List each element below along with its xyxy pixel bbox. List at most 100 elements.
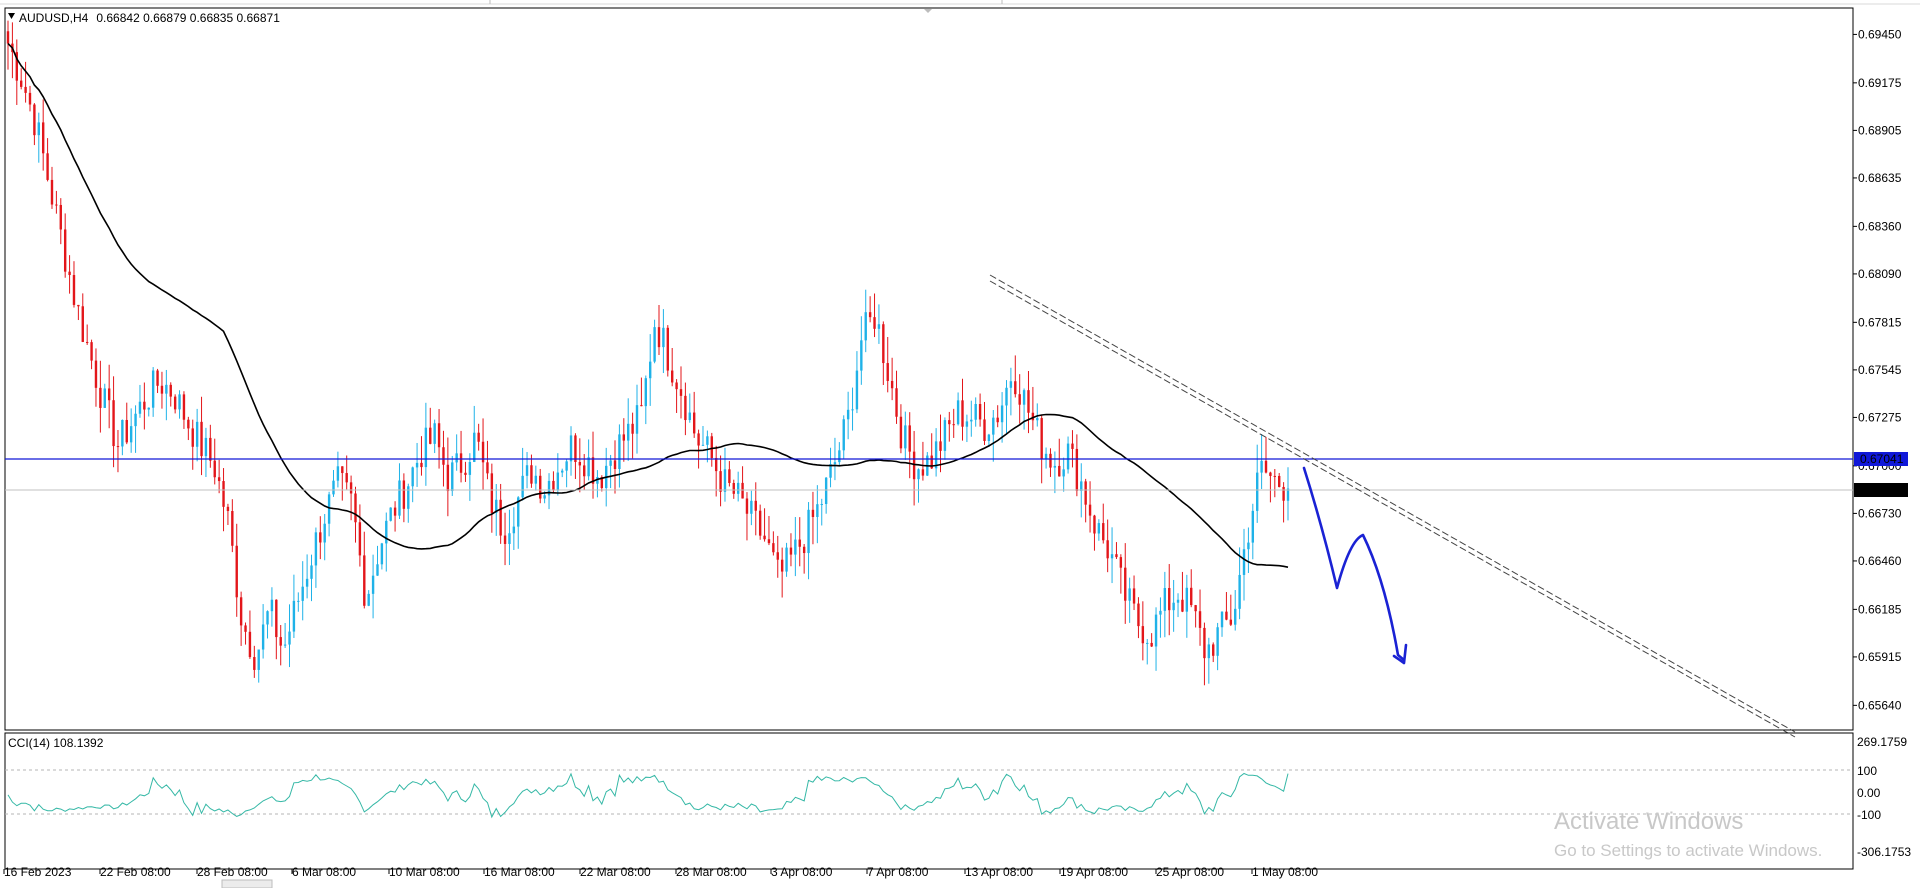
candle xyxy=(1229,594,1233,627)
candle xyxy=(85,324,89,345)
time-tick-label: 16 Mar 08:00 xyxy=(484,865,555,879)
price-tick-label: 0.67545 xyxy=(1858,363,1902,377)
candle xyxy=(1014,355,1017,398)
candle xyxy=(376,545,379,576)
candle xyxy=(758,504,762,540)
candle xyxy=(640,377,643,407)
candle xyxy=(288,604,291,668)
candle xyxy=(1203,622,1206,686)
candle xyxy=(868,296,872,323)
candle xyxy=(222,468,225,532)
candle xyxy=(1286,467,1290,521)
candle xyxy=(948,411,951,442)
candle xyxy=(930,433,933,470)
candle xyxy=(1009,367,1013,416)
scroll-tab[interactable] xyxy=(221,879,273,888)
cci-level-minus100: -100 xyxy=(1857,808,1881,822)
candle xyxy=(473,405,476,463)
time-tick-label: 7 Apr 08:00 xyxy=(867,865,929,879)
candle xyxy=(1146,638,1149,665)
candle xyxy=(824,477,828,514)
time-tick-label: 16 Feb 2023 xyxy=(4,865,72,879)
candle xyxy=(310,554,313,602)
candle xyxy=(1040,415,1043,484)
cci-level-max: 269.1759 xyxy=(1857,735,1907,749)
candle xyxy=(1058,438,1061,477)
moving-average-layer xyxy=(7,43,1289,568)
candle xyxy=(904,411,907,460)
candle xyxy=(534,465,538,491)
candle xyxy=(732,479,735,499)
candle xyxy=(204,427,208,478)
candle xyxy=(1190,569,1193,608)
candle xyxy=(1234,590,1237,631)
candle xyxy=(103,383,106,409)
hline-price-tag xyxy=(1854,452,1908,466)
candle xyxy=(81,293,84,343)
candle xyxy=(635,384,639,454)
candle xyxy=(706,430,709,463)
candle xyxy=(1115,542,1118,559)
candle xyxy=(1102,503,1105,544)
candle xyxy=(147,407,150,417)
candle xyxy=(1075,434,1079,497)
price-tick-label: 0.68090 xyxy=(1858,267,1902,281)
candle xyxy=(860,316,863,385)
candle xyxy=(55,190,58,214)
candle xyxy=(200,396,203,476)
candle xyxy=(1242,528,1246,601)
candle xyxy=(248,610,252,659)
price-tick-label: 0.69450 xyxy=(1858,27,1902,41)
candle xyxy=(499,483,502,544)
candle xyxy=(495,484,498,536)
candle xyxy=(525,452,529,489)
candle xyxy=(358,504,362,567)
candle xyxy=(1260,434,1263,489)
price-axis[interactable]: 0.69450 0.69175 0.68905 0.68635 0.68360 0.680… xyxy=(1853,27,1902,712)
candle xyxy=(1036,403,1039,427)
candle xyxy=(692,391,696,438)
candle xyxy=(670,348,674,387)
candle xyxy=(772,531,775,556)
candle xyxy=(99,360,102,433)
time-tick-label: 28 Feb 08:00 xyxy=(197,865,268,879)
candle xyxy=(270,587,274,627)
time-axis[interactable]: 16 Feb 2023 22 Feb 08:00 28 Feb 08:00 6 Mar… xyxy=(3,865,1318,888)
candle xyxy=(1154,607,1158,671)
candle xyxy=(1000,392,1004,443)
candle xyxy=(411,466,414,503)
candle xyxy=(965,414,969,443)
candle xyxy=(464,461,467,482)
candle xyxy=(121,419,124,456)
cci-pane[interactable] xyxy=(4,732,1854,870)
dropdown-triangle-icon[interactable] xyxy=(8,13,15,19)
candle xyxy=(1093,514,1096,551)
candle xyxy=(451,455,454,496)
candle xyxy=(332,469,335,497)
candle xyxy=(631,412,634,459)
time-tick-label: 3 Apr 08:00 xyxy=(771,865,833,879)
candle xyxy=(1005,380,1008,434)
candle xyxy=(503,512,507,566)
candle xyxy=(1247,527,1250,573)
candle xyxy=(741,466,744,499)
activate-windows-subtitle: Go to Settings to activate Windows. xyxy=(1554,841,1822,860)
candle xyxy=(253,645,256,678)
trendline-drawing[interactable] xyxy=(989,274,1796,738)
candle xyxy=(653,319,656,364)
candle xyxy=(1168,564,1171,636)
candle xyxy=(1062,457,1065,492)
price-pane[interactable] xyxy=(4,7,1854,731)
candle xyxy=(539,468,542,504)
candle xyxy=(1172,579,1175,632)
candle xyxy=(486,440,489,480)
forecast-arrow-drawing[interactable] xyxy=(1302,466,1408,665)
candle xyxy=(266,610,269,639)
candle xyxy=(1198,589,1202,646)
candle xyxy=(952,408,955,438)
candle xyxy=(934,428,938,477)
candle xyxy=(895,370,898,424)
price-tick-label: 0.67815 xyxy=(1858,315,1902,329)
candle xyxy=(209,424,212,468)
